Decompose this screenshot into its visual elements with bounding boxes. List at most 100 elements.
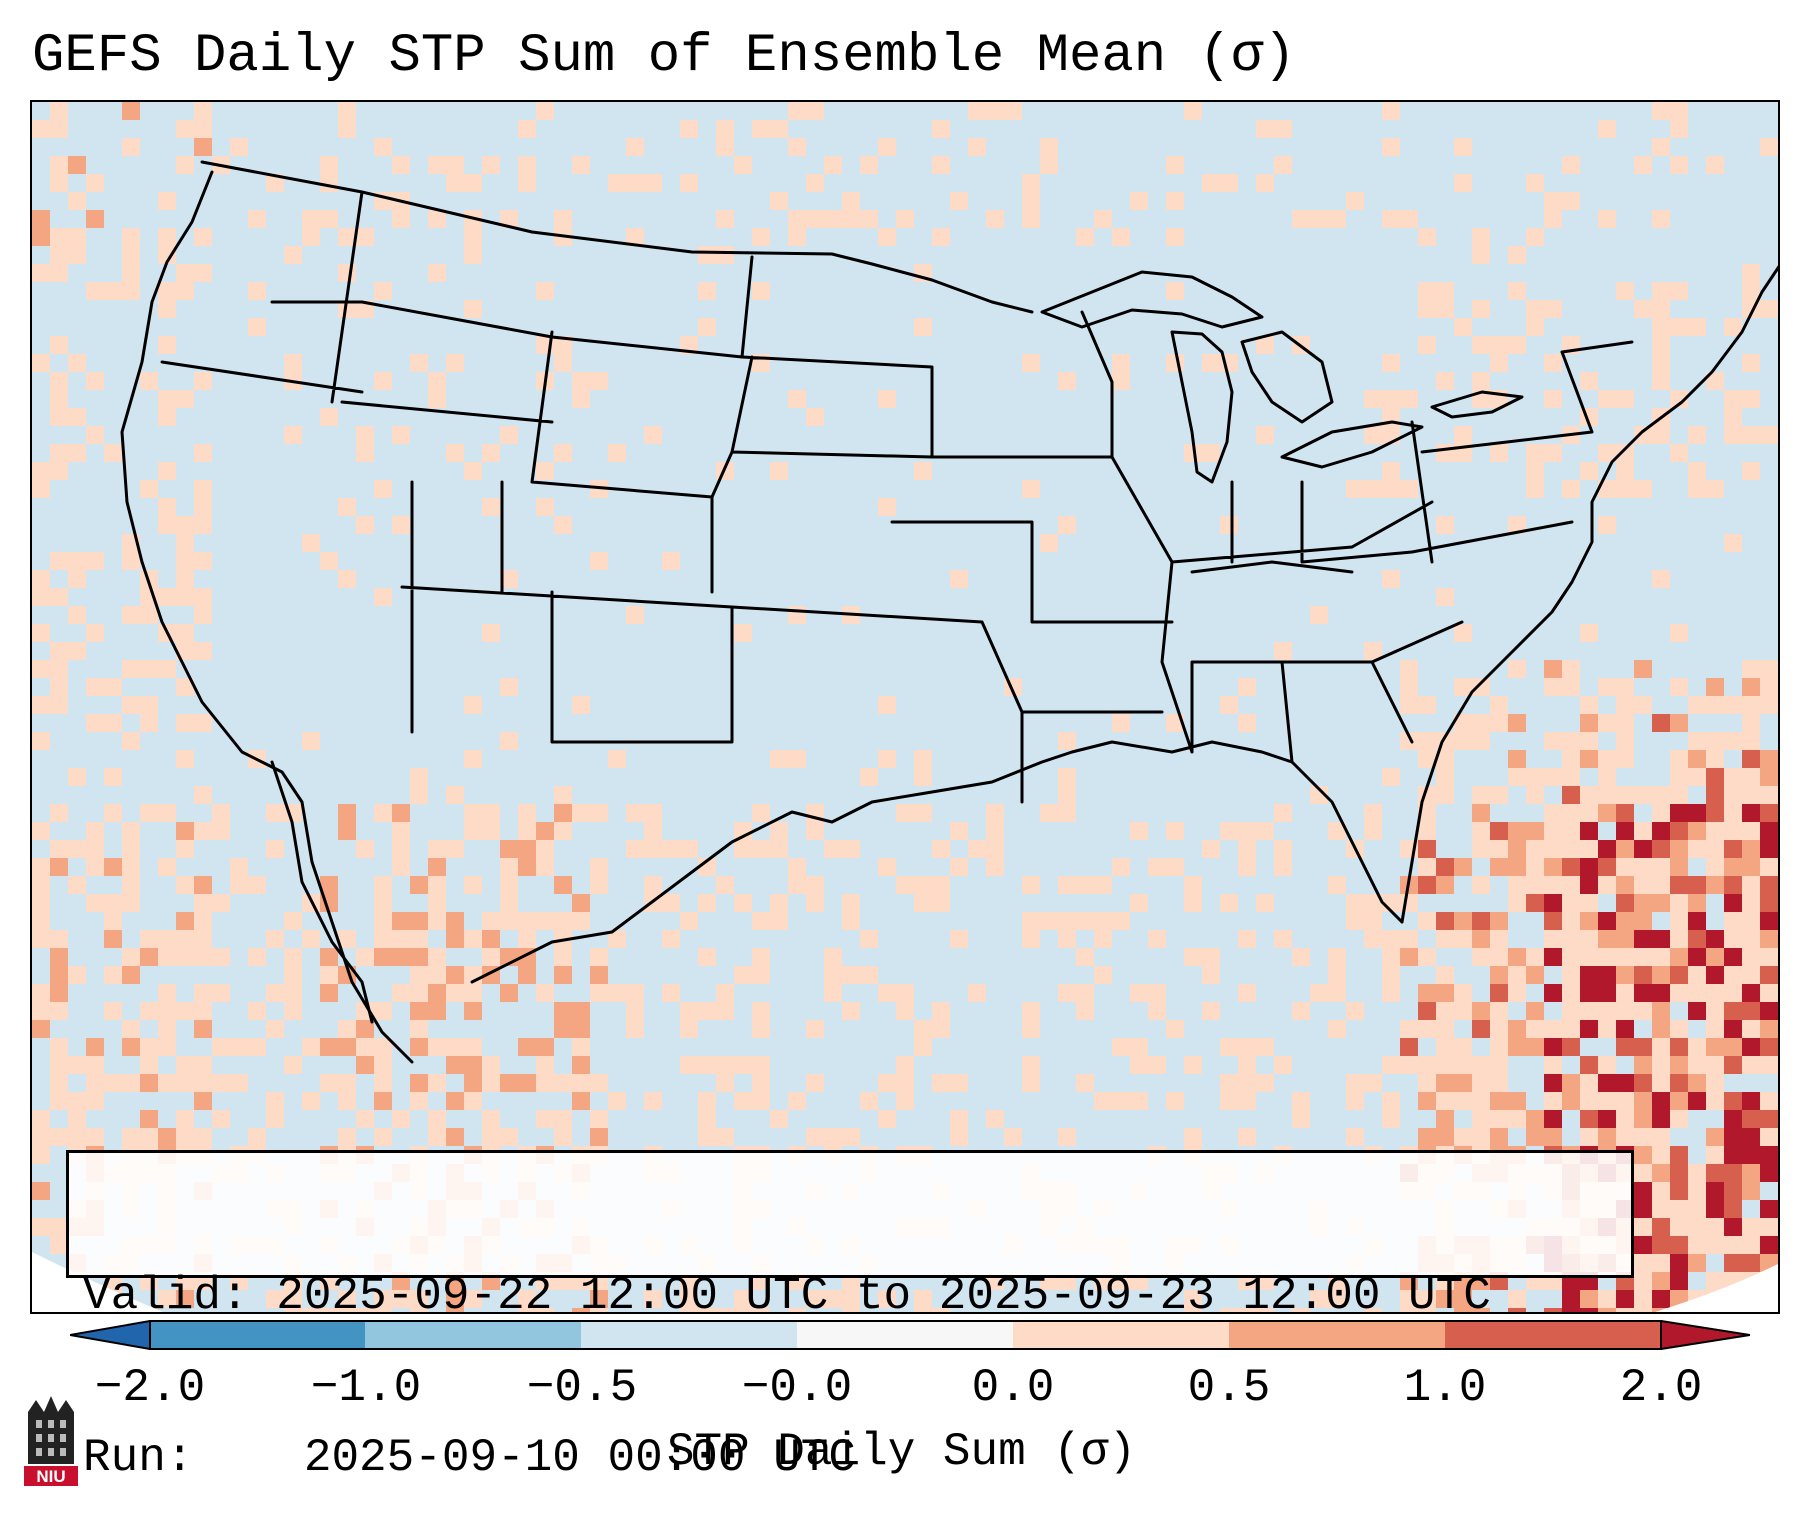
- anomaly-cell: [104, 1002, 122, 1020]
- anomaly-cell: [320, 1038, 338, 1056]
- anomaly-cell: [1148, 858, 1166, 876]
- anomaly-cell: [698, 1092, 716, 1110]
- anomaly-cell: [914, 876, 932, 894]
- anomaly-cell: [1382, 138, 1400, 156]
- anomaly-cell: [176, 840, 194, 858]
- anomaly-cell: [608, 1092, 626, 1110]
- anomaly-cell: [1742, 1146, 1760, 1164]
- anomaly-cell: [1382, 768, 1400, 786]
- anomaly-cell: [1724, 390, 1742, 408]
- anomaly-cell: [1544, 1128, 1562, 1146]
- anomaly-cell: [32, 732, 50, 750]
- anomaly-cell: [518, 1308, 536, 1312]
- anomaly-cell: [734, 966, 752, 984]
- anomaly-cell: [158, 858, 176, 876]
- anomaly-cell: [68, 552, 86, 570]
- anomaly-cell: [1778, 1020, 1780, 1038]
- anomaly-cell: [1724, 966, 1742, 984]
- anomaly-cell: [464, 696, 482, 714]
- anomaly-cell: [230, 1074, 248, 1092]
- anomaly-cell: [1706, 1074, 1724, 1092]
- anomaly-cell: [896, 1074, 914, 1092]
- anomaly-cell: [428, 948, 446, 966]
- anomaly-cell: [1706, 156, 1724, 174]
- anomaly-cell: [32, 1218, 50, 1236]
- anomaly-cell: [986, 210, 1004, 228]
- anomaly-cell: [1778, 750, 1780, 768]
- anomaly-cell: [1238, 1092, 1256, 1110]
- anomaly-cell: [122, 1038, 140, 1056]
- anomaly-cell: [1076, 876, 1094, 894]
- anomaly-cell: [1616, 1074, 1634, 1092]
- anomaly-cell: [590, 948, 608, 966]
- anomaly-cell: [356, 1308, 374, 1312]
- anomaly-cell: [1004, 102, 1022, 120]
- anomaly-cell: [302, 1038, 320, 1056]
- anomaly-cell: [410, 930, 428, 948]
- anomaly-cell: [194, 948, 212, 966]
- anomaly-cell: [698, 894, 716, 912]
- anomaly-cell: [1418, 732, 1436, 750]
- anomaly-cell: [1598, 390, 1616, 408]
- anomaly-cell: [1706, 1272, 1724, 1290]
- colorbar-bin-7: [1445, 1321, 1661, 1349]
- anomaly-cell: [194, 786, 212, 804]
- anomaly-cell: [1472, 876, 1490, 894]
- anomaly-cell: [1706, 822, 1724, 840]
- anomaly-cell: [1706, 876, 1724, 894]
- anomaly-cell: [1760, 1110, 1778, 1128]
- anomaly-cell: [248, 1038, 266, 1056]
- anomaly-cell: [1328, 876, 1346, 894]
- anomaly-cell: [104, 444, 122, 462]
- anomaly-cell: [68, 840, 86, 858]
- anomaly-cell: [1454, 1308, 1472, 1312]
- anomaly-cell: [1760, 948, 1778, 966]
- anomaly-cell: [1112, 912, 1130, 930]
- anomaly-cell: [50, 408, 68, 426]
- canada-border: [200, 160, 1034, 314]
- anomaly-cell: [752, 1020, 770, 1038]
- anomaly-cell: [1742, 714, 1760, 732]
- anomaly-cell: [788, 750, 806, 768]
- anomaly-cell: [1130, 1038, 1148, 1056]
- anomaly-cell: [788, 210, 806, 228]
- anomaly-cell: [212, 894, 230, 912]
- anomaly-cell: [140, 714, 158, 732]
- anomaly-cell: [1778, 984, 1780, 1002]
- anomaly-cell: [572, 1092, 590, 1110]
- anomaly-cell: [734, 1056, 752, 1074]
- anomaly-cell: [1508, 336, 1526, 354]
- anomaly-cell: [1112, 372, 1130, 390]
- anomaly-cell: [1670, 930, 1688, 948]
- anomaly-cell: [896, 984, 914, 1002]
- anomaly-cell: [176, 264, 194, 282]
- anomaly-cell: [446, 1056, 464, 1074]
- anomaly-cell: [1166, 1020, 1184, 1038]
- valid-time-range: 2025-09-22 12:00 UTC to 2025-09-23 12:00…: [276, 1270, 1491, 1322]
- anomaly-cell: [752, 912, 770, 930]
- anomaly-cell: [1778, 444, 1780, 462]
- anomaly-cell: [1580, 948, 1598, 966]
- anomaly-cell: [1706, 1146, 1724, 1164]
- anomaly-cell: [320, 1308, 338, 1312]
- anomaly-cell: [464, 750, 482, 768]
- anomaly-cell: [1418, 822, 1436, 840]
- anomaly-cell: [1742, 660, 1760, 678]
- anomaly-cell: [1220, 822, 1238, 840]
- anomaly-cell: [1364, 1308, 1382, 1312]
- map-panel[interactable]: [30, 100, 1780, 1314]
- anomaly-cell: [1004, 1128, 1022, 1146]
- anomaly-cell: [1580, 1002, 1598, 1020]
- anomaly-cell: [1616, 876, 1634, 894]
- anomaly-cell: [842, 966, 860, 984]
- anomaly-cell: [158, 192, 176, 210]
- anomaly-cell: [1742, 1020, 1760, 1038]
- anomaly-cell: [662, 552, 680, 570]
- anomaly-cell: [806, 210, 824, 228]
- anomaly-cell: [1472, 372, 1490, 390]
- anomaly-cell: [518, 858, 536, 876]
- anomaly-cell: [302, 732, 320, 750]
- anomaly-cell: [32, 120, 50, 138]
- anomaly-cell: [32, 876, 50, 894]
- anomaly-cell: [320, 984, 338, 1002]
